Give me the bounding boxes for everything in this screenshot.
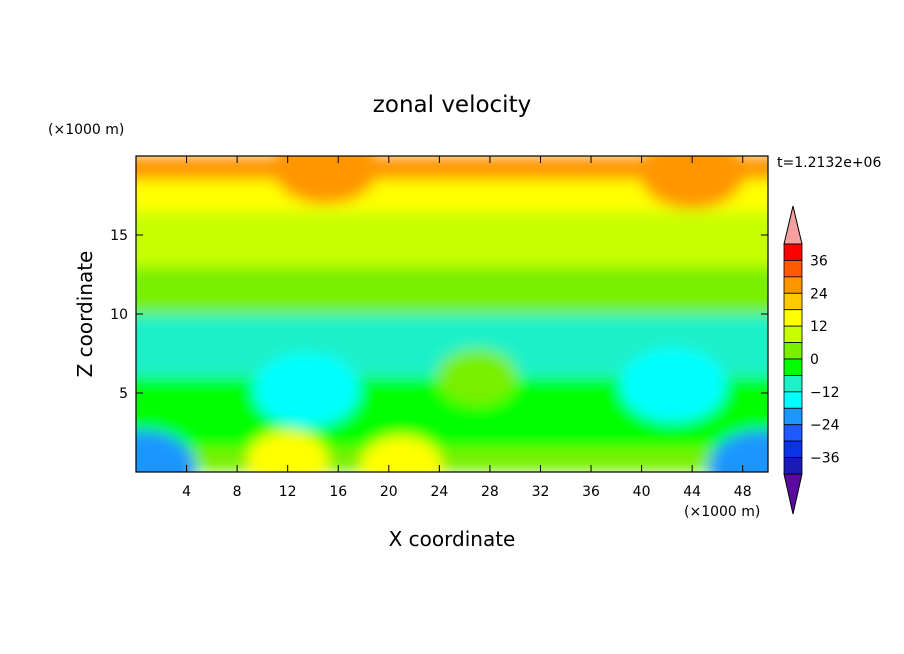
contour-field <box>136 156 768 472</box>
x-tick-label: 12 <box>279 484 297 500</box>
colorbar-box <box>783 276 803 294</box>
field-feature-blue-corner-right <box>708 430 768 472</box>
x-tick-label: 36 <box>582 484 600 500</box>
field-feature-blue-corner-left <box>136 430 196 472</box>
colorbar-tick-label: −12 <box>810 385 840 401</box>
x-axis: 4 8 12 16 20 24 28 32 36 40 44 48 <box>182 156 752 500</box>
field-band <box>136 266 768 314</box>
colorbar-box <box>783 391 803 409</box>
x-tick-label: 24 <box>430 484 448 500</box>
x-tick-label: 40 <box>633 484 651 500</box>
field-band <box>136 211 768 267</box>
x-tick-label: 8 <box>233 484 242 500</box>
colorbar-box <box>783 457 803 475</box>
y-axis: 5 10 15 <box>110 228 768 402</box>
field-feature-cold-core-right <box>620 347 727 423</box>
colorbar-box <box>783 375 803 393</box>
field-feature-cold-core-left <box>253 352 360 428</box>
colorbar-box <box>783 358 803 376</box>
colorbar-box <box>783 342 803 360</box>
chart-title: zonal velocity <box>373 92 531 118</box>
colorbar-tick-label: −24 <box>810 418 840 434</box>
colorbar-box <box>783 325 803 343</box>
x-tick-label: 48 <box>734 484 752 500</box>
field-band <box>136 448 768 472</box>
x-tick-label: 4 <box>182 484 191 500</box>
y-tick-label: 5 <box>119 386 128 402</box>
x-tick-label: 28 <box>481 484 499 500</box>
colorbar-tick-label: 24 <box>810 286 828 302</box>
x-tick-label: 32 <box>532 484 550 500</box>
field-feature-yellow-cell-bottom-mid <box>361 435 442 472</box>
colorbar: 36 24 12 0 −12 −24 −36 <box>783 205 840 515</box>
colorbar-tick-label: 0 <box>810 352 819 368</box>
time-label: t=1.2132e+06 <box>777 155 881 171</box>
x-tick-label: 16 <box>329 484 347 500</box>
colorbar-box <box>783 309 803 327</box>
y-tick-label: 15 <box>110 228 128 244</box>
plot-area <box>136 156 768 472</box>
field-feature-green-cell-center <box>436 348 518 406</box>
field-feature-yellow-cell-bottom-left <box>247 431 329 472</box>
x-unit-label: (×1000 m) <box>684 504 760 520</box>
colorbar-tick-label: 36 <box>810 253 828 269</box>
colorbar-tick-label: 12 <box>810 319 828 335</box>
colorbar-max-arrow <box>783 205 803 245</box>
colorbar-box <box>783 292 803 311</box>
colorbar-min-arrow <box>783 473 803 515</box>
colorbar-box <box>783 407 803 426</box>
field-feature-warm-top-left <box>272 156 379 205</box>
y-axis-label: Z coordinate <box>73 251 97 378</box>
x-tick-label: 44 <box>683 484 701 500</box>
colorbar-box <box>783 260 803 278</box>
colorbar-box <box>783 243 803 261</box>
colorbar-box <box>783 440 803 458</box>
y-unit-label: (×1000 m) <box>48 122 124 138</box>
colorbar-box <box>783 424 803 442</box>
x-axis-label: X coordinate <box>389 527 516 551</box>
field-feature-warm-top-right <box>639 156 746 209</box>
x-tick-label: 20 <box>380 484 398 500</box>
colorbar-tick-label: −36 <box>810 451 840 467</box>
y-tick-label: 10 <box>110 307 128 323</box>
